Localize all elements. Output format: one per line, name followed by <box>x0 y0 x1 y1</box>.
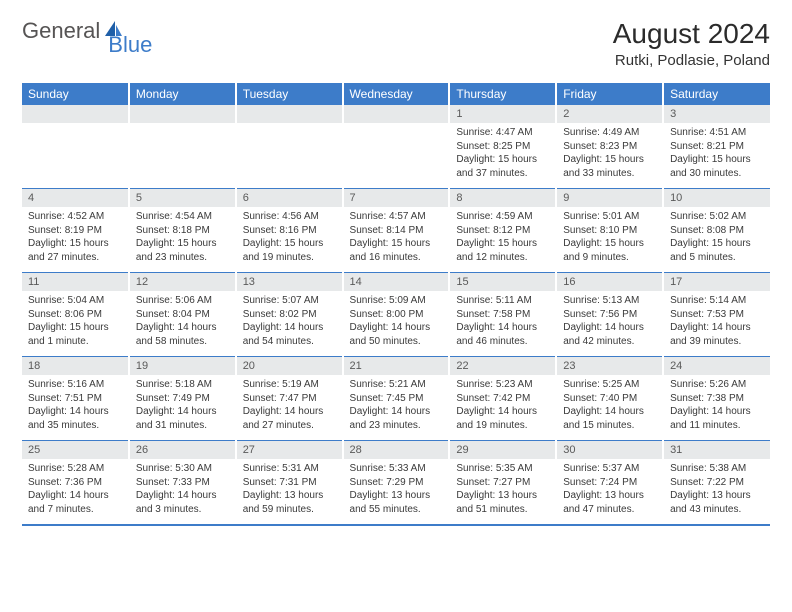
day-number-cell: 16 <box>556 273 663 292</box>
day-detail-cell: Sunrise: 4:56 AMSunset: 8:16 PMDaylight:… <box>236 207 343 273</box>
footer-divider <box>22 524 770 526</box>
day-number-cell: 19 <box>129 357 236 376</box>
day-number-cell <box>236 105 343 123</box>
day-number-cell: 23 <box>556 357 663 376</box>
day-detail-cell <box>22 123 129 189</box>
day-detail-cell: Sunrise: 5:09 AMSunset: 8:00 PMDaylight:… <box>343 291 450 357</box>
day-detail-cell: Sunrise: 5:02 AMSunset: 8:08 PMDaylight:… <box>663 207 770 273</box>
day-number-cell <box>343 105 450 123</box>
day-number-cell: 22 <box>449 357 556 376</box>
day-number-cell: 1 <box>449 105 556 123</box>
day-number-cell: 10 <box>663 189 770 208</box>
day-detail-cell: Sunrise: 5:16 AMSunset: 7:51 PMDaylight:… <box>22 375 129 441</box>
day-detail-cell: Sunrise: 5:01 AMSunset: 8:10 PMDaylight:… <box>556 207 663 273</box>
day-detail-cell: Sunrise: 5:28 AMSunset: 7:36 PMDaylight:… <box>22 459 129 524</box>
day-detail-cell: Sunrise: 5:18 AMSunset: 7:49 PMDaylight:… <box>129 375 236 441</box>
day-number-cell: 5 <box>129 189 236 208</box>
brand-word1: General <box>22 18 100 44</box>
day-detail-cell: Sunrise: 4:49 AMSunset: 8:23 PMDaylight:… <box>556 123 663 189</box>
weekday-header: Saturday <box>663 83 770 105</box>
day-number-cell <box>22 105 129 123</box>
day-number-row: 123 <box>22 105 770 123</box>
day-detail-cell: Sunrise: 5:35 AMSunset: 7:27 PMDaylight:… <box>449 459 556 524</box>
brand-logo: General Blue <box>22 18 170 44</box>
day-detail-cell: Sunrise: 5:21 AMSunset: 7:45 PMDaylight:… <box>343 375 450 441</box>
calendar-page: General Blue August 2024 Rutki, Podlasie… <box>0 0 792 544</box>
day-detail-cell: Sunrise: 5:25 AMSunset: 7:40 PMDaylight:… <box>556 375 663 441</box>
day-detail-cell <box>236 123 343 189</box>
day-number-row: 45678910 <box>22 189 770 208</box>
day-detail-cell: Sunrise: 5:11 AMSunset: 7:58 PMDaylight:… <box>449 291 556 357</box>
weekday-header: Friday <box>556 83 663 105</box>
day-detail-cell: Sunrise: 5:31 AMSunset: 7:31 PMDaylight:… <box>236 459 343 524</box>
day-detail-row: Sunrise: 4:52 AMSunset: 8:19 PMDaylight:… <box>22 207 770 273</box>
title-block: August 2024 Rutki, Podlasie, Poland <box>613 18 770 69</box>
day-detail-cell <box>129 123 236 189</box>
weekday-header: Thursday <box>449 83 556 105</box>
day-number-cell: 18 <box>22 357 129 376</box>
month-title: August 2024 <box>613 18 770 50</box>
calendar-table: Sunday Monday Tuesday Wednesday Thursday… <box>22 83 770 524</box>
day-number-row: 25262728293031 <box>22 441 770 460</box>
day-number-row: 18192021222324 <box>22 357 770 376</box>
day-detail-cell: Sunrise: 5:06 AMSunset: 8:04 PMDaylight:… <box>129 291 236 357</box>
day-number-cell: 11 <box>22 273 129 292</box>
day-detail-cell <box>343 123 450 189</box>
day-detail-cell: Sunrise: 5:30 AMSunset: 7:33 PMDaylight:… <box>129 459 236 524</box>
day-detail-row: Sunrise: 4:47 AMSunset: 8:25 PMDaylight:… <box>22 123 770 189</box>
day-detail-cell: Sunrise: 4:54 AMSunset: 8:18 PMDaylight:… <box>129 207 236 273</box>
day-detail-cell: Sunrise: 4:59 AMSunset: 8:12 PMDaylight:… <box>449 207 556 273</box>
day-detail-row: Sunrise: 5:04 AMSunset: 8:06 PMDaylight:… <box>22 291 770 357</box>
day-detail-cell: Sunrise: 5:04 AMSunset: 8:06 PMDaylight:… <box>22 291 129 357</box>
day-number-cell: 29 <box>449 441 556 460</box>
day-number-cell: 3 <box>663 105 770 123</box>
day-number-cell: 24 <box>663 357 770 376</box>
day-number-cell <box>129 105 236 123</box>
day-detail-row: Sunrise: 5:16 AMSunset: 7:51 PMDaylight:… <box>22 375 770 441</box>
day-detail-cell: Sunrise: 5:13 AMSunset: 7:56 PMDaylight:… <box>556 291 663 357</box>
day-number-cell: 28 <box>343 441 450 460</box>
weekday-header: Tuesday <box>236 83 343 105</box>
day-number-cell: 7 <box>343 189 450 208</box>
brand-word2: Blue <box>108 32 152 58</box>
day-detail-row: Sunrise: 5:28 AMSunset: 7:36 PMDaylight:… <box>22 459 770 524</box>
day-number-cell: 25 <box>22 441 129 460</box>
weekday-header: Wednesday <box>343 83 450 105</box>
day-number-cell: 13 <box>236 273 343 292</box>
day-number-cell: 21 <box>343 357 450 376</box>
day-detail-cell: Sunrise: 4:57 AMSunset: 8:14 PMDaylight:… <box>343 207 450 273</box>
day-detail-cell: Sunrise: 4:47 AMSunset: 8:25 PMDaylight:… <box>449 123 556 189</box>
day-detail-cell: Sunrise: 4:51 AMSunset: 8:21 PMDaylight:… <box>663 123 770 189</box>
day-detail-cell: Sunrise: 5:26 AMSunset: 7:38 PMDaylight:… <box>663 375 770 441</box>
day-number-cell: 27 <box>236 441 343 460</box>
day-detail-cell: Sunrise: 5:14 AMSunset: 7:53 PMDaylight:… <box>663 291 770 357</box>
day-number-cell: 6 <box>236 189 343 208</box>
day-number-cell: 20 <box>236 357 343 376</box>
weekday-header-row: Sunday Monday Tuesday Wednesday Thursday… <box>22 83 770 105</box>
day-detail-cell: Sunrise: 5:37 AMSunset: 7:24 PMDaylight:… <box>556 459 663 524</box>
day-number-cell: 15 <box>449 273 556 292</box>
calendar-body: 123Sunrise: 4:47 AMSunset: 8:25 PMDaylig… <box>22 105 770 524</box>
location-subtitle: Rutki, Podlasie, Poland <box>613 52 770 69</box>
day-detail-cell: Sunrise: 5:07 AMSunset: 8:02 PMDaylight:… <box>236 291 343 357</box>
day-detail-cell: Sunrise: 4:52 AMSunset: 8:19 PMDaylight:… <box>22 207 129 273</box>
weekday-header: Monday <box>129 83 236 105</box>
day-number-cell: 30 <box>556 441 663 460</box>
day-number-cell: 9 <box>556 189 663 208</box>
day-number-cell: 31 <box>663 441 770 460</box>
page-header: General Blue August 2024 Rutki, Podlasie… <box>22 18 770 69</box>
day-number-cell: 8 <box>449 189 556 208</box>
day-number-cell: 2 <box>556 105 663 123</box>
day-detail-cell: Sunrise: 5:33 AMSunset: 7:29 PMDaylight:… <box>343 459 450 524</box>
day-number-cell: 4 <box>22 189 129 208</box>
day-number-cell: 14 <box>343 273 450 292</box>
day-number-cell: 26 <box>129 441 236 460</box>
day-number-cell: 12 <box>129 273 236 292</box>
day-detail-cell: Sunrise: 5:23 AMSunset: 7:42 PMDaylight:… <box>449 375 556 441</box>
day-number-row: 11121314151617 <box>22 273 770 292</box>
day-detail-cell: Sunrise: 5:19 AMSunset: 7:47 PMDaylight:… <box>236 375 343 441</box>
day-number-cell: 17 <box>663 273 770 292</box>
day-detail-cell: Sunrise: 5:38 AMSunset: 7:22 PMDaylight:… <box>663 459 770 524</box>
weekday-header: Sunday <box>22 83 129 105</box>
